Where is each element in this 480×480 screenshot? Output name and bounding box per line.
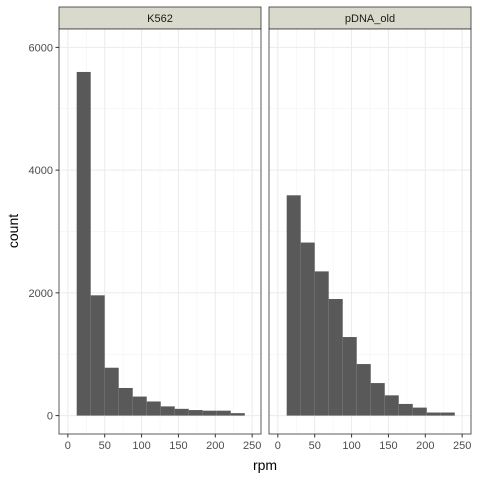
x-axis-k562: 0 50 100 150 200 250 <box>65 434 261 452</box>
histogram-bar-k562 <box>76 71 91 416</box>
histogram-bar-k562 <box>118 387 133 416</box>
histogram-bar-k562 <box>90 295 105 416</box>
y-tick-label: 6000 <box>29 42 53 54</box>
histogram-bar-k562 <box>132 396 147 416</box>
histogram-bar-k562 <box>230 413 245 416</box>
histogram-bar-pdna-old <box>370 383 385 416</box>
facet-panel-k562: K562 <box>58 6 262 435</box>
x-tick-label: 100 <box>132 440 150 452</box>
x-tick-label: 50 <box>309 440 321 452</box>
histogram-bar-pdna-old <box>286 195 301 416</box>
histogram-bar-k562 <box>202 410 217 416</box>
x-tick-label: 0 <box>275 440 281 452</box>
histogram-bar-pdna-old <box>314 271 329 416</box>
y-axis: 0 2000 4000 6000 <box>29 42 59 423</box>
x-tick-label: 50 <box>99 440 111 452</box>
x-tick-label: 150 <box>379 440 397 452</box>
x-axis-title: rpm <box>253 457 277 473</box>
histogram-bar-pdna-old <box>398 403 413 416</box>
bars-k562 <box>76 71 245 416</box>
histogram-bar-pdna-old <box>412 407 427 416</box>
y-tick-label: 4000 <box>29 165 53 177</box>
histogram-bar-pdna-old <box>342 337 357 416</box>
bars-pdna-old <box>286 195 455 416</box>
histogram-bar-pdna-old <box>384 395 399 416</box>
x-tick-label: 200 <box>206 440 224 452</box>
x-tick-label: 150 <box>169 440 187 452</box>
histogram-bar-k562 <box>146 401 161 416</box>
histogram-bar-pdna-old <box>328 299 343 416</box>
histogram-bar-k562 <box>160 406 175 416</box>
histogram-bar-k562 <box>188 410 203 416</box>
x-tick-label: 250 <box>243 440 261 452</box>
x-tick-label: 200 <box>416 440 434 452</box>
x-tick-label: 0 <box>65 440 71 452</box>
facet-panel-pdna-old: pDNA_old <box>268 6 472 435</box>
histogram-bar-pdna-old <box>300 242 315 416</box>
x-axis-pdna-old: 0 50 100 150 200 250 <box>275 434 471 452</box>
facet-strip-label-k562: K562 <box>147 13 173 25</box>
y-tick-label: 2000 <box>29 288 53 300</box>
y-tick-label: 0 <box>47 411 53 423</box>
panel-border-k562 <box>58 28 262 435</box>
facet-strip-label-pdna-old: pDNA_old <box>345 13 395 25</box>
x-tick-label: 250 <box>453 440 471 452</box>
histogram-bar-k562 <box>216 410 231 416</box>
histogram-bar-pdna-old <box>426 412 441 416</box>
y-axis-title: count <box>5 214 21 248</box>
histogram-bar-pdna-old <box>440 412 455 416</box>
x-tick-label: 100 <box>342 440 360 452</box>
histogram-bar-k562 <box>174 408 189 416</box>
histogram-bar-pdna-old <box>356 364 371 416</box>
panel-border-pdna-old <box>268 28 472 435</box>
histogram-bar-k562 <box>104 367 119 416</box>
